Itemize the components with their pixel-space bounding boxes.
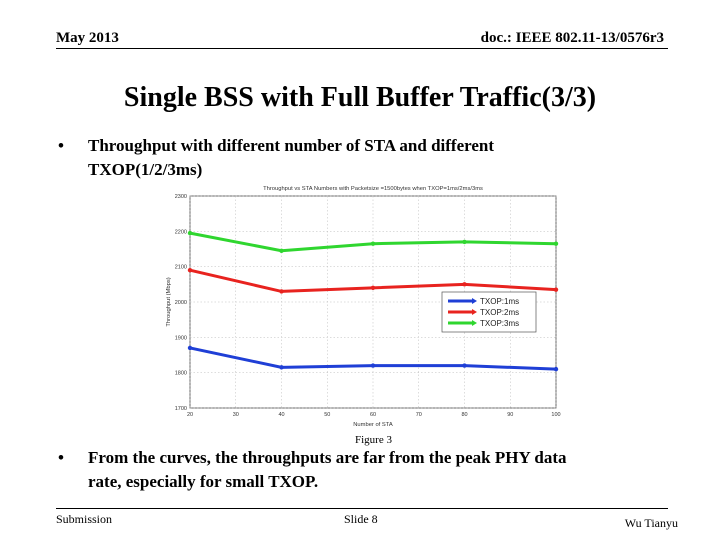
data-point <box>553 287 559 292</box>
throughput-chart: 1700 1800 1900 2000 2100 2200 2300 20 30 40 50 60 70… <box>160 184 572 430</box>
footer-rule <box>56 508 668 509</box>
bullet-2-line1: From the curves, the throughputs are far… <box>88 448 567 467</box>
legend-arrow <box>472 298 477 304</box>
x-axis-label: Number of STA <box>353 422 393 428</box>
x-tick-label: 30 <box>233 412 239 418</box>
legend-arrow <box>472 309 477 315</box>
data-point <box>462 282 467 287</box>
y-tick-label: 2000 <box>175 300 187 306</box>
bullet-1-line2: TXOP(1/2/3ms) <box>88 160 203 179</box>
data-point <box>279 365 284 370</box>
x-tick-label: 60 <box>370 412 376 418</box>
figure-caption: Figure 3 <box>355 434 392 446</box>
header-rule <box>56 48 668 49</box>
footer-slide-number: Slide 8 <box>344 512 378 526</box>
x-tick-label: 40 <box>278 412 284 418</box>
x-tick-label: 20 <box>187 412 193 418</box>
x-tick-label: 90 <box>507 412 513 418</box>
data-point <box>462 239 467 245</box>
bullet-1-line1: Throughput with different number of STA … <box>88 136 495 155</box>
y-tick-label: 1800 <box>175 371 187 377</box>
data-point <box>553 241 559 246</box>
data-point <box>279 289 284 294</box>
chart-svg: 1700 1800 1900 2000 2100 2200 2300 20 30 40 50 60 70… <box>166 186 561 428</box>
bullet-1: • Throughput with different number of ST… <box>58 134 678 182</box>
data-point <box>370 241 376 246</box>
slide-title: Single BSS with Full Buffer Traffic(3/3) <box>123 82 597 113</box>
y-axis-label: Throughput (Mbps) <box>166 277 172 326</box>
y-tick-label: 2100 <box>175 265 187 271</box>
footer-author: Wu Tianyu <box>624 516 678 530</box>
y-tick-label: 2200 <box>175 229 187 235</box>
footer-submission: Submission <box>56 512 113 526</box>
y-tick-label: 1700 <box>175 406 187 412</box>
bullet-2-line2: rate, especially for small TXOP. <box>88 472 319 491</box>
legend-arrow <box>472 320 477 326</box>
bullet-2: • From the curves, the throughputs are f… <box>58 446 698 494</box>
bullet-2-marker: • <box>58 448 64 467</box>
legend-label: TXOP:2ms <box>480 308 519 317</box>
legend-label: TXOP:3ms <box>480 319 519 328</box>
data-point <box>187 230 193 236</box>
bullet-1-marker: • <box>58 136 64 155</box>
y-tick-label: 1900 <box>175 335 187 341</box>
header-date: May 2013 <box>56 30 119 46</box>
x-tick-label: 50 <box>324 412 330 418</box>
data-point <box>187 268 193 273</box>
chart-title: Throughput vs STA Numbers with Packetsiz… <box>263 186 483 192</box>
data-point <box>370 285 376 291</box>
x-tick-label: 100 <box>551 412 560 418</box>
data-point <box>370 363 376 368</box>
header-doc-id: doc.: IEEE 802.11-13/0576r3 <box>480 30 664 46</box>
data-point <box>279 248 284 253</box>
data-point <box>187 345 193 351</box>
legend-label: TXOP:1ms <box>480 297 519 306</box>
x-tick-label: 80 <box>461 412 467 418</box>
x-tick-label: 70 <box>416 412 422 418</box>
y-tick-label: 2300 <box>175 194 187 200</box>
data-point <box>553 366 559 372</box>
data-point <box>462 363 467 368</box>
